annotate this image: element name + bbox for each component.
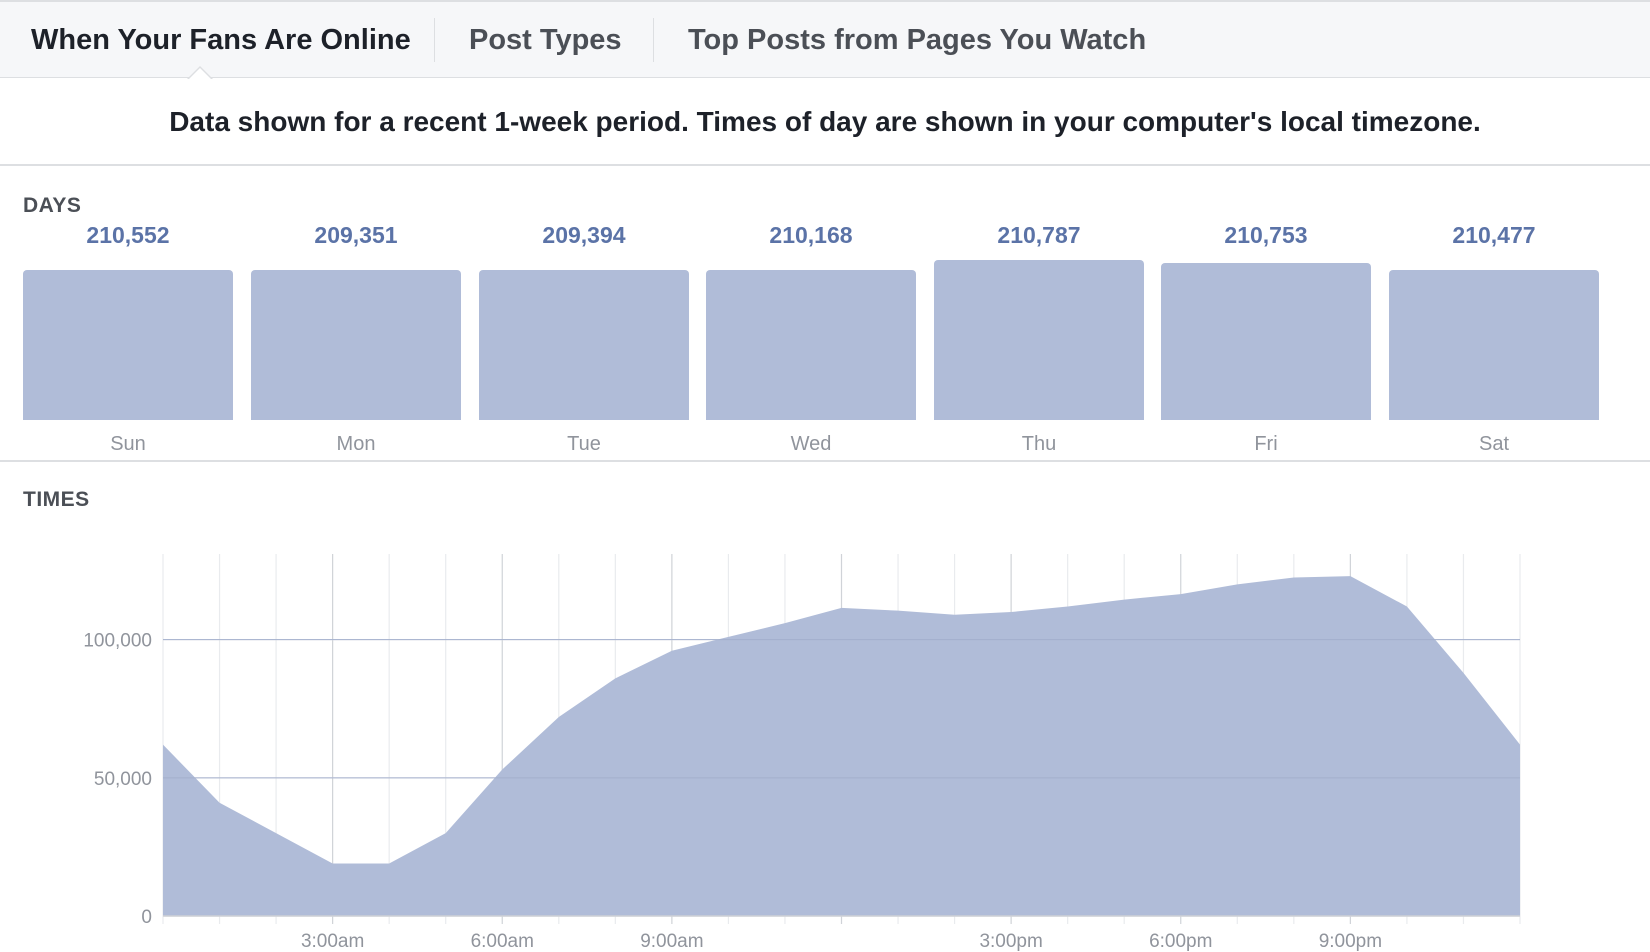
section-divider [0,460,1650,462]
x-tick-label: 3:00pm [979,931,1042,952]
tab-when-fans-online[interactable]: When Your Fans Are Online [31,24,411,56]
tab-bar: When Your Fans Are Online Post Types Top… [0,0,1650,80]
day-value: 209,394 [542,222,626,248]
day-column-fri: 210,753 Fri [1161,210,1371,460]
day-value: 210,753 [1224,222,1308,248]
day-value: 210,552 [86,222,170,248]
day-bar[interactable] [1161,262,1371,420]
day-bar[interactable] [23,270,233,420]
x-tick-label: 3:00am [301,931,364,952]
day-column-thu: 210,787 Thu [934,210,1144,460]
y-tick-label: 0 [141,907,152,928]
day-bar[interactable] [706,270,916,420]
day-value: 209,351 [314,222,398,248]
day-column-wed: 210,168 Wed [706,210,916,460]
tab-separator [434,18,435,62]
x-tick-label: 6:00pm [1149,931,1212,952]
day-label: Sat [1478,433,1510,455]
day-label: Thu [1021,433,1057,455]
day-value: 210,787 [997,222,1081,248]
y-tick-label: 100,000 [83,631,152,652]
day-column-tue: 209,394 Tue [479,210,689,460]
days-section-label: DAYS [23,194,82,217]
day-column-sun: 210,552 Sun [23,210,233,460]
times-section-label: TIMES [23,488,90,511]
times-area-chart: 0 50,000 100,000 3:00am 6:00am 9:00am 3:00pm 6:… [83,554,1521,952]
day-column-sat: 210,477 Sat [1389,210,1599,460]
x-tick-label: 6:00am [471,931,534,952]
day-label: Wed [790,433,832,455]
day-value: 210,168 [769,222,853,248]
day-label: Tue [567,433,601,455]
y-tick-label: 50,000 [94,769,152,790]
timezone-notice: Data shown for a recent 1-week period. T… [0,78,1650,166]
day-column-mon: 209,351 Mon [251,210,461,460]
day-bar[interactable] [251,270,461,420]
day-bar[interactable] [479,270,689,420]
tab-separator [653,18,654,62]
x-tick-label: 9:00am [640,931,703,952]
day-label: Mon [336,433,376,455]
x-tick-label: 9:00pm [1319,931,1382,952]
tab-top-posts[interactable]: Top Posts from Pages You Watch [688,24,1147,56]
day-label: Sun [110,433,146,455]
tab-post-types[interactable]: Post Types [469,24,622,56]
online-fans-area [163,576,1520,916]
day-bar[interactable] [1389,270,1599,420]
day-label: Fri [1254,433,1278,455]
day-bar[interactable] [934,260,1144,420]
day-value: 210,477 [1452,222,1536,248]
